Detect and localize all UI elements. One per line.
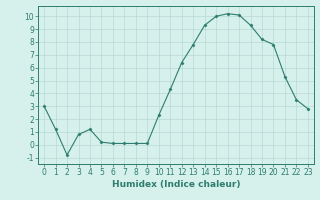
X-axis label: Humidex (Indice chaleur): Humidex (Indice chaleur)	[112, 180, 240, 189]
